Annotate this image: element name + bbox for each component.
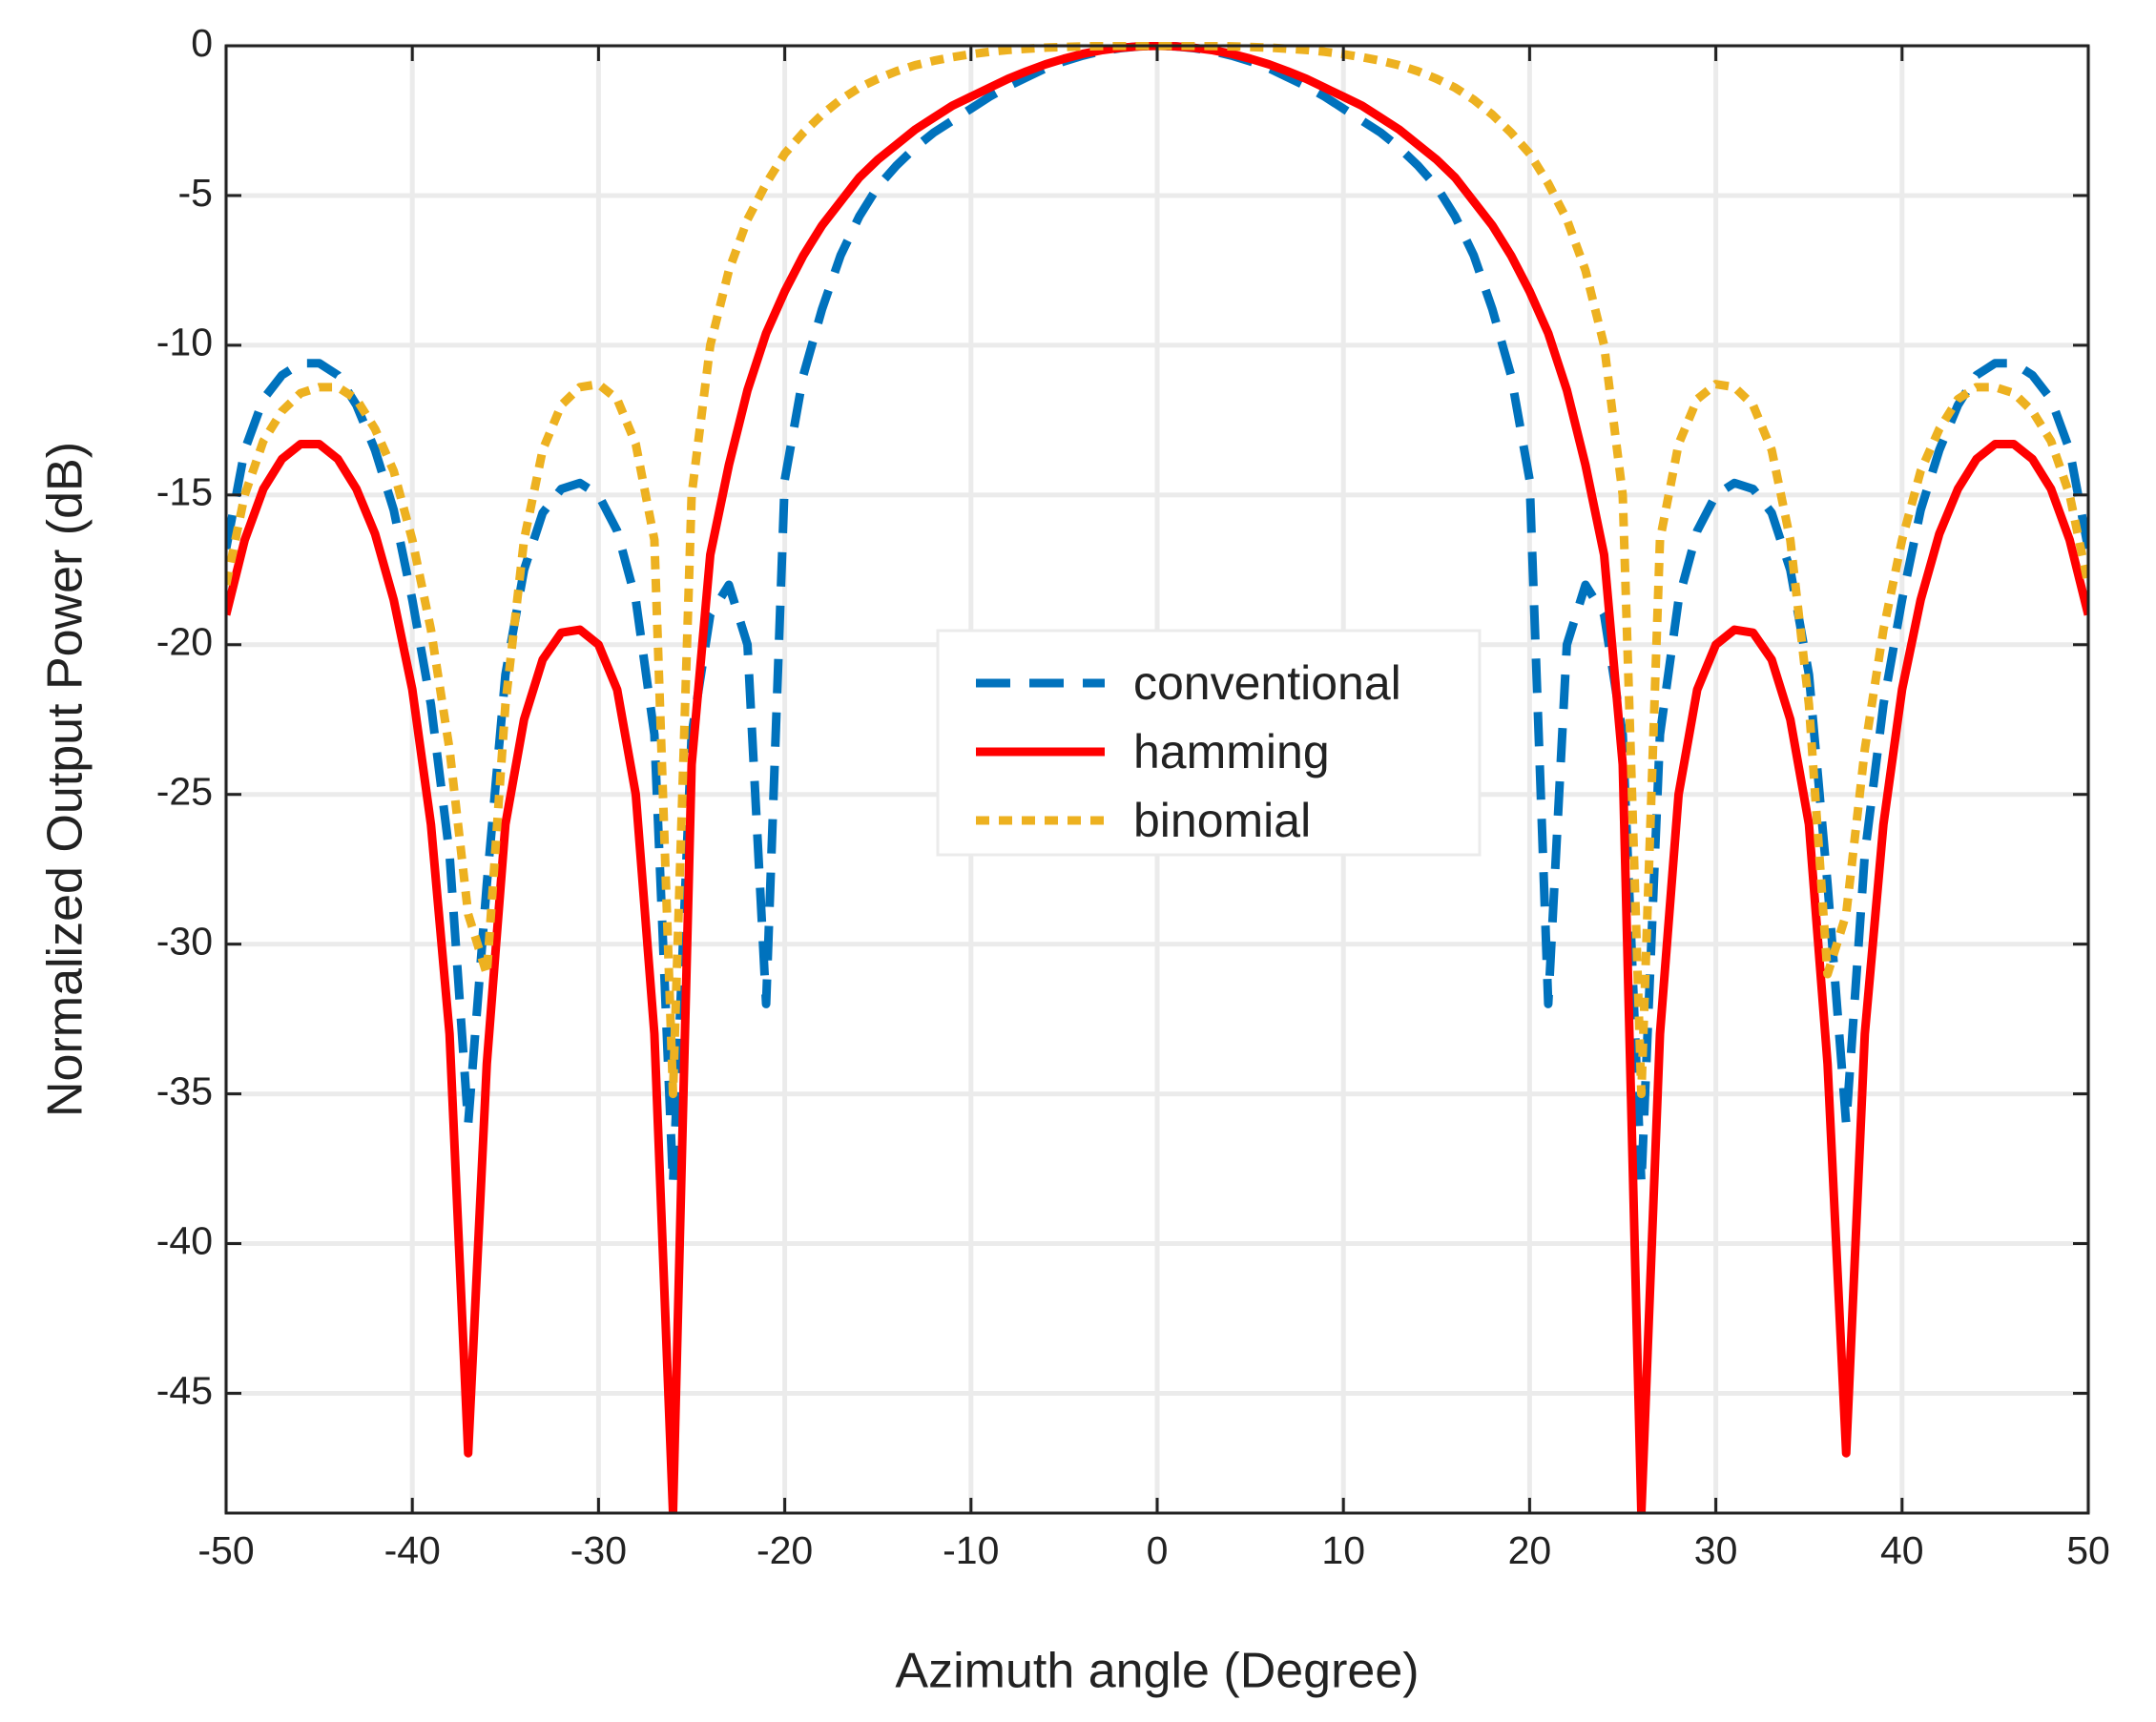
- x-tick-label: -50: [197, 1528, 254, 1572]
- y-tick-label: 0: [191, 21, 213, 65]
- y-tick-label: -45: [156, 1368, 213, 1412]
- ticks: -50 -40 -30 -20 -10 0 10 20 30 40 50 0 -5 -10 -15 -20 -2…: [156, 21, 2110, 1572]
- x-tick-label: 40: [1880, 1528, 1924, 1572]
- x-tick-label: 0: [1147, 1528, 1169, 1572]
- y-tick-label: -20: [156, 620, 213, 664]
- legend-label: hamming: [1133, 725, 1330, 778]
- legend-label: binomial: [1133, 794, 1311, 847]
- legend-label: conventional: [1133, 656, 1401, 710]
- y-axis-label: Normalized Output Power (dB): [38, 442, 93, 1117]
- x-tick-label: 10: [1321, 1528, 1365, 1572]
- x-tick-label: 30: [1694, 1528, 1738, 1572]
- y-tick-label: -15: [156, 470, 213, 514]
- x-tick-label: -30: [570, 1528, 627, 1572]
- x-tick-label: 50: [2066, 1528, 2110, 1572]
- y-tick-label: -30: [156, 919, 213, 963]
- x-axis-label: Azimuth angle (Degree): [895, 1644, 1419, 1699]
- x-tick-label: 20: [1508, 1528, 1552, 1572]
- y-tick-label: -10: [156, 321, 213, 364]
- x-tick-label: -10: [943, 1528, 999, 1572]
- y-tick-label: -5: [178, 171, 213, 215]
- x-tick-label: -20: [757, 1528, 813, 1572]
- x-tick-label: -40: [384, 1528, 441, 1572]
- y-tick-label: -40: [156, 1218, 213, 1262]
- y-tick-label: -25: [156, 770, 213, 814]
- series-line: [226, 42, 2088, 1189]
- y-tick-label: -35: [156, 1068, 213, 1112]
- series-line: [226, 42, 2088, 1099]
- legend: conventional hamming binomial: [936, 629, 1482, 857]
